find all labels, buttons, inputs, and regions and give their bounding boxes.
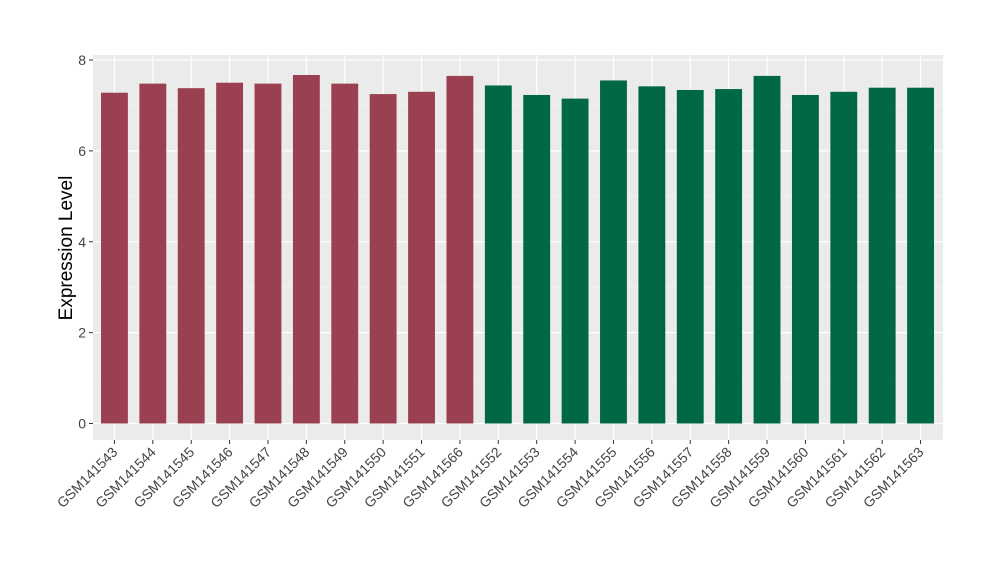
bar-GSM141543 xyxy=(101,92,128,424)
bar-GSM141544 xyxy=(139,83,167,424)
bar-GSM141557 xyxy=(676,89,704,424)
bar-GSM141555 xyxy=(600,80,627,424)
bar-GSM141550 xyxy=(369,94,397,424)
bar-GSM141561 xyxy=(830,91,858,424)
bar-GSM141559 xyxy=(753,75,781,424)
y-tick-label: 6 xyxy=(78,143,86,159)
y-tick-label: 0 xyxy=(78,416,86,432)
bar-GSM141545 xyxy=(177,88,205,424)
y-axis-title: Expression Level xyxy=(56,176,77,321)
bar-GSM141562 xyxy=(868,87,896,424)
bar-GSM141553 xyxy=(523,94,551,424)
bar-GSM141551 xyxy=(408,91,435,424)
bar-GSM141554 xyxy=(561,98,589,424)
bar-GSM141566 xyxy=(446,75,474,424)
bar-GSM141552 xyxy=(484,85,512,424)
x-axis: GSM141543GSM141544GSM141545GSM141546GSM1… xyxy=(54,440,927,511)
bar-GSM141546 xyxy=(216,82,244,424)
bar-GSM141556 xyxy=(638,86,666,424)
bar-GSM141563 xyxy=(907,87,934,424)
y-tick-label: 4 xyxy=(78,234,86,250)
y-tick-label: 8 xyxy=(78,52,86,68)
y-tick-label: 2 xyxy=(78,325,86,341)
bar-GSM141558 xyxy=(715,89,743,424)
bars xyxy=(101,74,934,424)
bar-GSM141548 xyxy=(292,74,320,424)
bar-GSM141549 xyxy=(331,83,359,424)
bar-GSM141547 xyxy=(254,83,282,424)
y-axis: 0 2 4 6 8 xyxy=(78,52,93,432)
bar-GSM141560 xyxy=(791,94,819,424)
